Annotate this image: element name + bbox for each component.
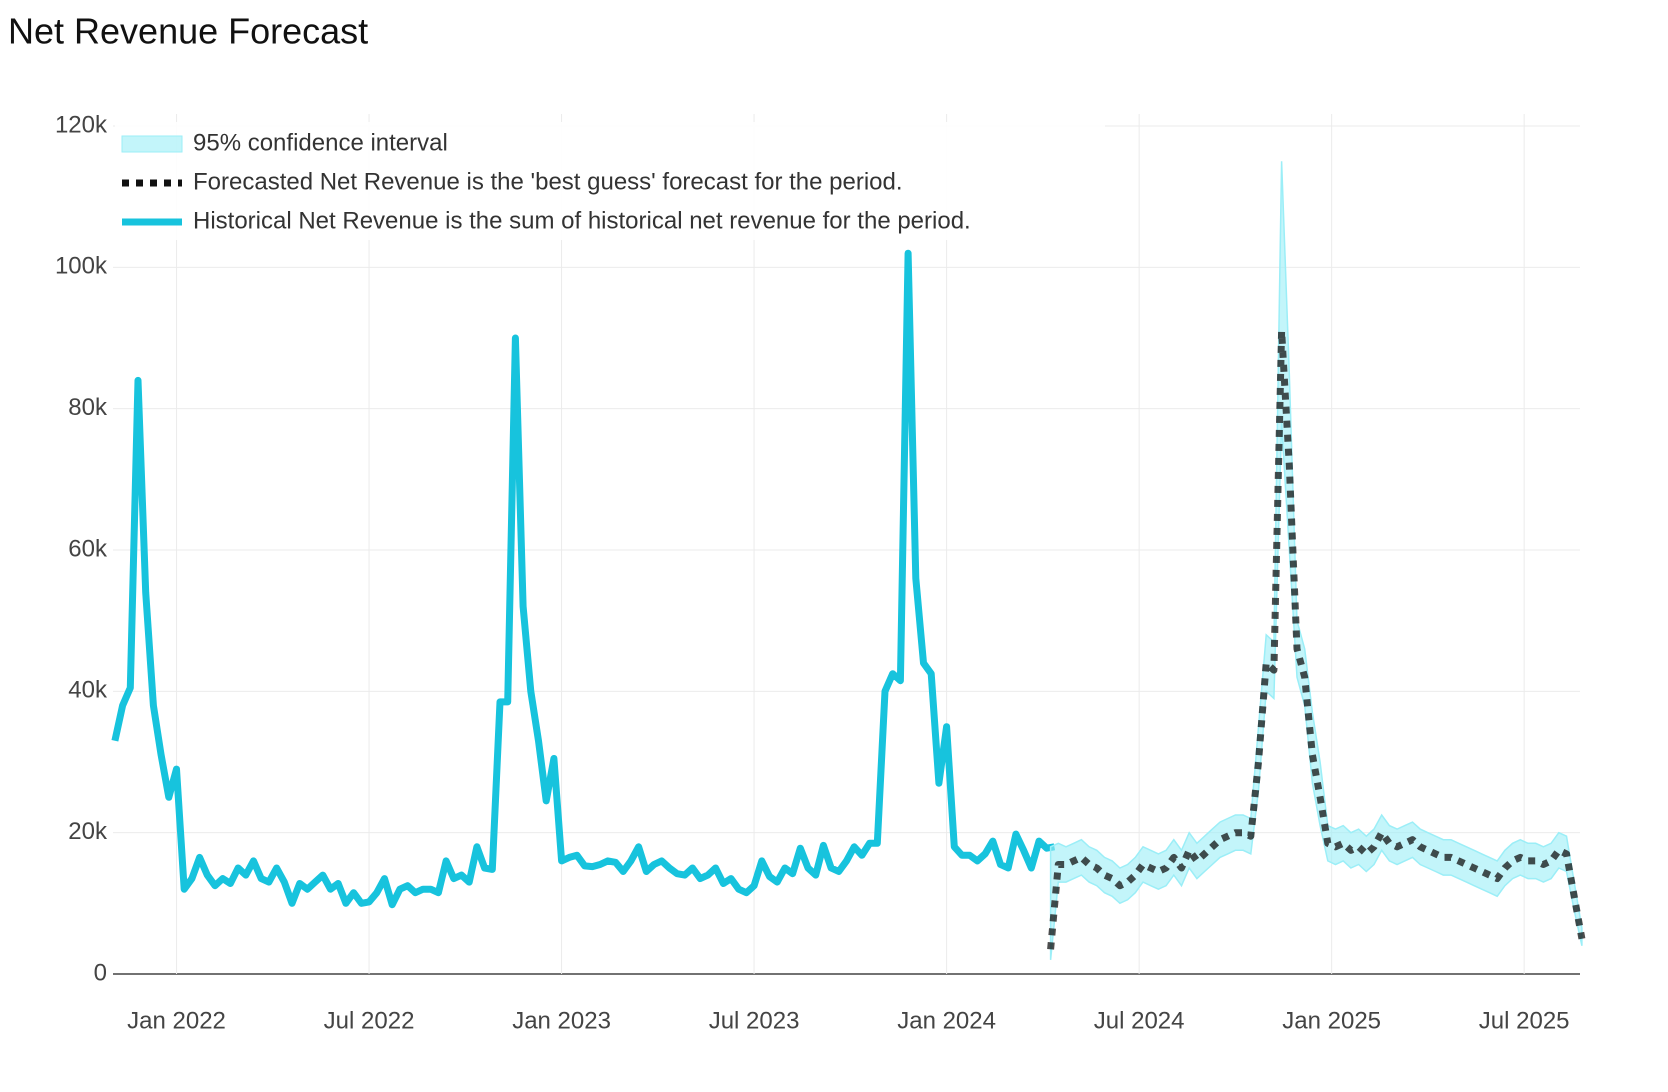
y-tick-label: 80k (68, 394, 108, 421)
legend-label: Forecasted Net Revenue is the 'best gues… (193, 168, 903, 195)
y-tick-label: 100k (55, 253, 108, 280)
x-tick-label: Jan 2023 (512, 1007, 611, 1034)
forecast-line (1047, 327, 1586, 950)
x-tick-label: Jan 2024 (897, 1007, 996, 1034)
y-tick-label: 60k (68, 535, 108, 562)
y-tick-label: 40k (68, 677, 108, 704)
chart-title: Net Revenue Forecast (8, 11, 368, 52)
x-tick-label: Jan 2022 (127, 1007, 226, 1034)
x-tick-label: Jul 2022 (324, 1007, 415, 1034)
y-tick-label: 20k (68, 818, 108, 845)
y-tick-label: 120k (55, 111, 108, 138)
y-tick-label: 0 (94, 959, 107, 986)
legend-label: Historical Net Revenue is the sum of his… (193, 207, 971, 234)
legend-background (115, 122, 1105, 240)
historical-line (111, 249, 1056, 909)
x-tick-label: Jul 2023 (709, 1007, 800, 1034)
x-tick-label: Jul 2025 (1479, 1007, 1570, 1034)
x-tick-label: Jul 2024 (1094, 1007, 1185, 1034)
x-tick-label: Jan 2025 (1282, 1007, 1381, 1034)
confidence-band (1049, 161, 1583, 960)
legend-swatch (121, 135, 183, 153)
legend-label: 95% confidence interval (193, 129, 448, 156)
